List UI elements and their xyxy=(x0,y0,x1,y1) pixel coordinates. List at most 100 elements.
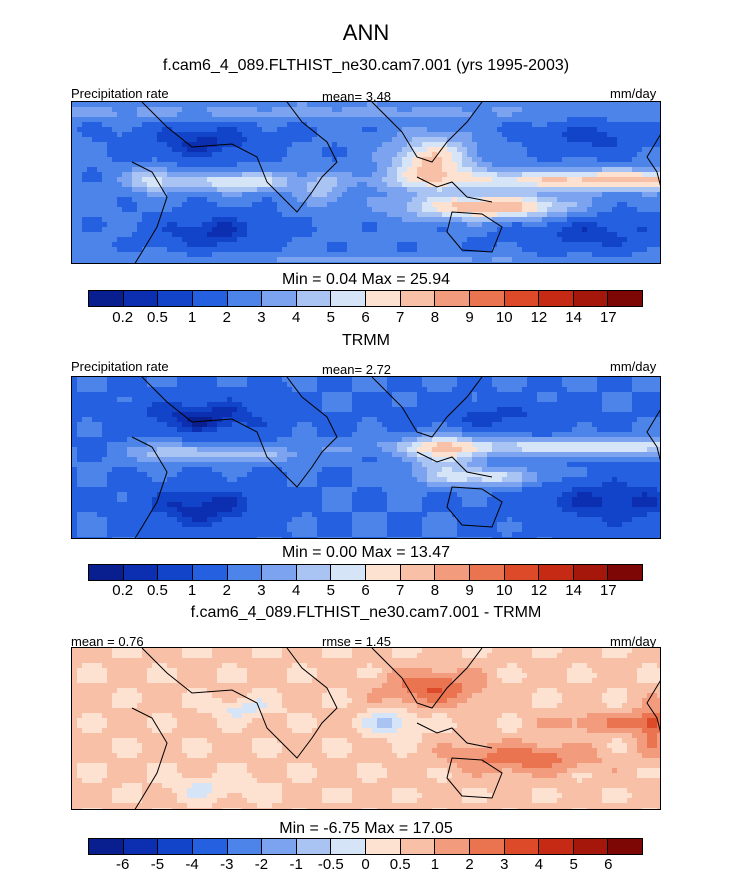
colorbar-swatch xyxy=(227,839,263,854)
colorbar-tick-label: 17 xyxy=(599,582,617,599)
panel-1-colorbar xyxy=(88,290,643,307)
colorbar-tick-label: 1 xyxy=(430,856,440,873)
colorbar-swatch xyxy=(608,291,642,306)
colorbar-tick-label: 7 xyxy=(396,309,405,326)
colorbar-tick-label: 8 xyxy=(430,309,440,326)
colorbar-swatch xyxy=(89,839,124,854)
panel-1-title: f.cam6_4_089.FLTHIST_ne30.cam7.001 (yrs … xyxy=(162,57,570,74)
colorbar-swatch xyxy=(123,565,159,580)
colorbar-tick-label: 7 xyxy=(396,582,405,599)
colorbar-swatch xyxy=(331,291,366,306)
colorbar-swatch xyxy=(504,291,540,306)
colorbar-tick-label: 2 xyxy=(465,856,474,873)
colorbar-swatch xyxy=(469,291,505,306)
colorbar-tick-label: 0 xyxy=(361,856,370,873)
colorbar-tick-label: -6 xyxy=(116,856,130,873)
colorbar-tick-label: 0.2 xyxy=(112,309,134,326)
colorbar-swatch xyxy=(192,291,228,306)
colorbar-tick-label: 6 xyxy=(361,309,370,326)
panel-3-colorbar xyxy=(88,838,643,855)
colorbar-tick-label: 3 xyxy=(500,856,509,873)
colorbar-tick-label: -1 xyxy=(289,856,303,873)
colorbar-tick-label: 0.5 xyxy=(389,856,411,873)
colorbar-swatch xyxy=(123,839,159,854)
colorbar-swatch xyxy=(435,291,470,306)
colorbar-swatch xyxy=(400,565,436,580)
colorbar-swatch xyxy=(435,565,470,580)
colorbar-swatch xyxy=(504,839,540,854)
panel-2-minmax: Min = 0.00 Max = 13.47 xyxy=(281,544,451,561)
colorbar-swatch xyxy=(158,565,193,580)
panel-1-minmax: Min = 0.04 Max = 25.94 xyxy=(281,271,451,288)
panel-2-title: TRMM xyxy=(342,332,390,349)
colorbar-swatch xyxy=(123,291,159,306)
colorbar-swatch xyxy=(192,565,228,580)
panel-3-units-label: mm/day xyxy=(610,634,657,649)
panel-2-units-label: mm/day xyxy=(610,359,657,374)
colorbar-swatch xyxy=(296,291,332,306)
colorbar-tick-label: 5 xyxy=(326,309,335,326)
colorbar-swatch xyxy=(158,291,193,306)
panel-3-mean-label: mean = 0.76 xyxy=(71,634,144,649)
colorbar-swatch xyxy=(227,291,263,306)
colorbar-swatch xyxy=(89,291,124,306)
colorbar-tick-label: 1 xyxy=(187,309,197,326)
panel-2-colorbar xyxy=(88,564,643,581)
panel-1-units-label: mm/day xyxy=(610,86,657,101)
colorbar-swatch xyxy=(262,839,297,854)
panel-3-rmse-label: rmse = 1.45 xyxy=(322,634,392,649)
colorbar-tick-label: 0.5 xyxy=(146,582,168,599)
colorbar-swatch xyxy=(366,291,401,306)
main-title: ANN xyxy=(342,20,390,45)
colorbar-swatch xyxy=(331,565,366,580)
colorbar-tick-label: 14 xyxy=(565,309,582,326)
colorbar-tick-label: 17 xyxy=(599,309,617,326)
colorbar-tick-label: 3 xyxy=(257,309,266,326)
colorbar-tick-label: 10 xyxy=(495,309,513,326)
colorbar-swatch xyxy=(608,839,642,854)
colorbar-tick-label: 6 xyxy=(604,856,613,873)
colorbar-tick-label: -0.5 xyxy=(317,856,344,873)
colorbar-swatch xyxy=(573,565,609,580)
colorbar-swatch xyxy=(608,565,642,580)
colorbar-tick-label: 8 xyxy=(430,582,440,599)
colorbar-swatch xyxy=(158,839,193,854)
colorbar-swatch xyxy=(539,291,574,306)
colorbar-tick-label: 12 xyxy=(530,582,548,599)
colorbar-swatch xyxy=(366,565,401,580)
colorbar-swatch xyxy=(366,839,401,854)
colorbar-tick-label: 3 xyxy=(257,582,266,599)
colorbar-swatch xyxy=(573,291,609,306)
colorbar-swatch xyxy=(400,839,436,854)
colorbar-tick-label: 10 xyxy=(495,582,513,599)
colorbar-swatch xyxy=(262,291,297,306)
colorbar-tick-label: 9 xyxy=(465,582,474,599)
colorbar-tick-label: 1 xyxy=(187,582,197,599)
colorbar-swatch xyxy=(504,565,540,580)
panel-2-map xyxy=(71,376,661,539)
panel-1-map xyxy=(71,101,661,264)
colorbar-swatch xyxy=(192,839,228,854)
colorbar-tick-label: 4 xyxy=(291,582,301,599)
colorbar-tick-label: 5 xyxy=(326,582,335,599)
colorbar-swatch xyxy=(262,565,297,580)
colorbar-tick-label: 9 xyxy=(465,309,474,326)
colorbar-swatch xyxy=(400,291,436,306)
colorbar-tick-label: -3 xyxy=(220,856,234,873)
colorbar-tick-label: -5 xyxy=(150,856,165,873)
colorbar-swatch xyxy=(469,565,505,580)
panel-2-colorbar-ticks: 0.2 0.5 1 2 3 4 5 6 7 8 9 10 12 14 17 xyxy=(88,582,643,600)
colorbar-swatch xyxy=(227,565,263,580)
colorbar-swatch xyxy=(296,565,332,580)
panel-3-minmax: Min = -6.75 Max = 17.05 xyxy=(279,820,453,837)
colorbar-tick-label: 0.2 xyxy=(112,582,134,599)
colorbar-swatch xyxy=(539,839,574,854)
panel-3-map xyxy=(71,647,661,810)
colorbar-tick-label: 2 xyxy=(222,309,231,326)
colorbar-tick-label: 2 xyxy=(222,582,231,599)
colorbar-tick-label: 14 xyxy=(565,582,582,599)
panel-3-title: f.cam6_4_089.FLTHIST_ne30.cam7.001 - TRM… xyxy=(190,604,542,621)
panel-2-variable-label: Precipitation rate xyxy=(71,359,169,374)
panel-3-colorbar-ticks: -6 -5 -4 -3 -2 -1 -0.5 0 0.5 1 2 3 4 5 6 xyxy=(88,856,643,874)
panel-1-variable-label: Precipitation rate xyxy=(71,86,169,101)
